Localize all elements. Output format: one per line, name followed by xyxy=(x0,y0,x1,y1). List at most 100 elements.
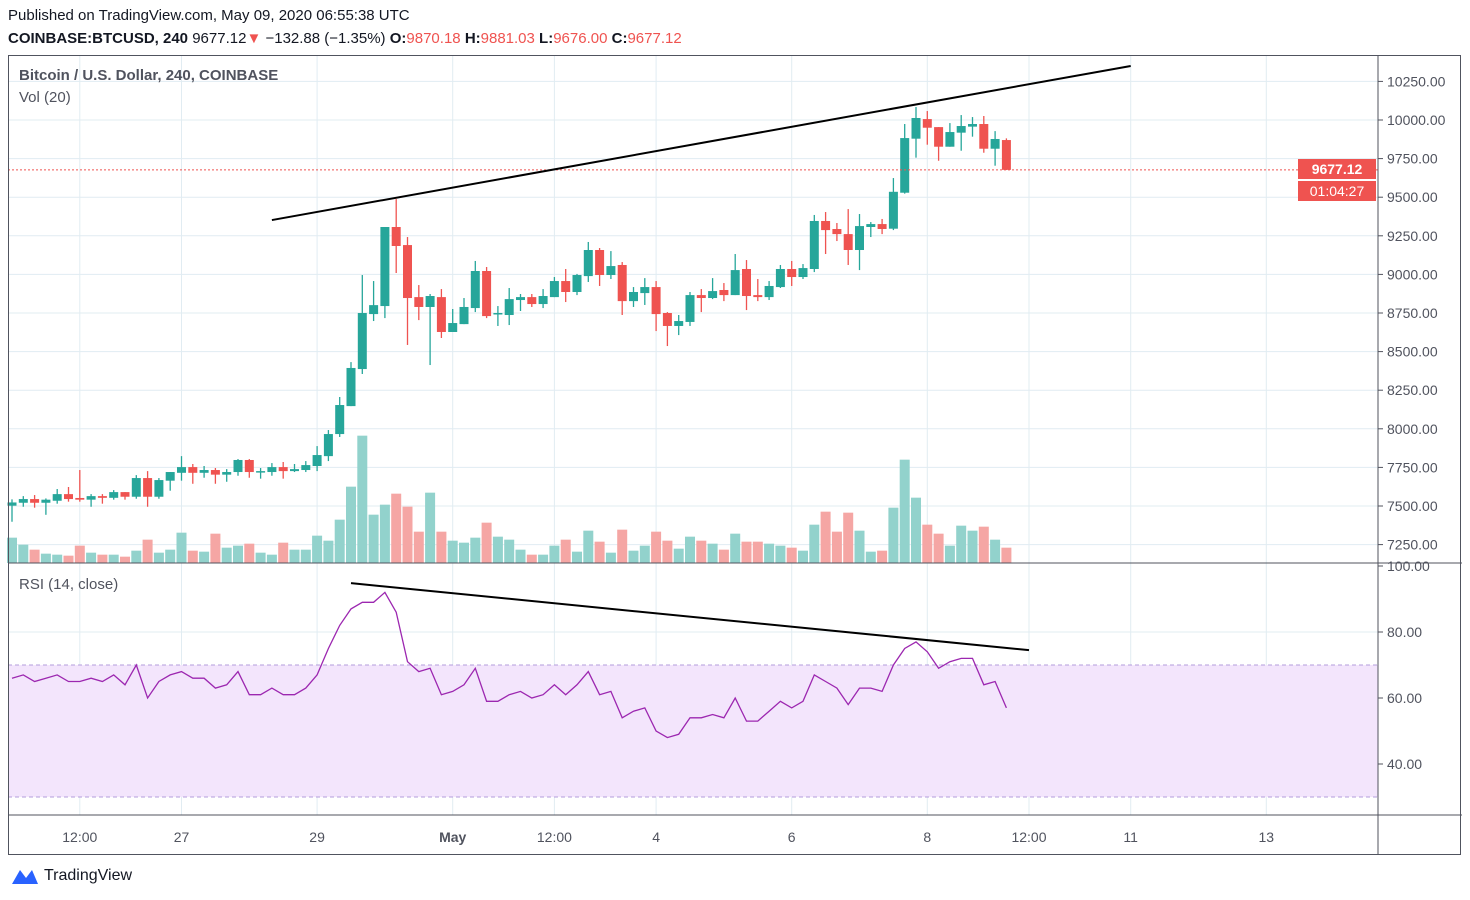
volume-bar xyxy=(538,554,549,563)
candle xyxy=(482,266,492,319)
candle-body xyxy=(968,124,977,127)
candle xyxy=(516,294,525,311)
candle xyxy=(459,298,469,325)
time-tick-label: May xyxy=(439,829,466,845)
brand-name: TradingView xyxy=(44,867,133,884)
price-tick-label: 9250.00 xyxy=(1387,228,1438,244)
volume-bar xyxy=(707,543,718,563)
candle xyxy=(821,212,831,255)
price-tick-label: 8250.00 xyxy=(1387,382,1438,398)
candle xyxy=(323,430,333,462)
candle-body xyxy=(75,497,85,500)
candle-body xyxy=(855,226,864,251)
candle-body xyxy=(1001,140,1011,170)
candle xyxy=(369,281,379,322)
volume-bar xyxy=(718,549,729,563)
volume-bar xyxy=(560,539,571,563)
rsi-trendline[interactable] xyxy=(350,582,1030,652)
candle-body xyxy=(798,268,808,278)
tradingview-logo[interactable]: TradingView xyxy=(10,866,132,886)
candle xyxy=(719,283,729,302)
candle xyxy=(809,214,819,273)
candle-body xyxy=(120,492,130,497)
volume-bar xyxy=(459,542,469,563)
open-value: 9870.18 xyxy=(406,30,461,47)
candle-body xyxy=(877,224,887,230)
volume-bar xyxy=(741,541,752,563)
last-price: 9677.12 xyxy=(192,30,247,47)
volume-bar xyxy=(504,539,515,563)
volume-bar xyxy=(7,537,17,563)
candle xyxy=(934,127,944,161)
candle-body xyxy=(41,499,51,503)
candle xyxy=(18,496,28,507)
candle xyxy=(357,275,367,374)
candle-body xyxy=(708,291,718,299)
bar-countdown: 01:04:27 xyxy=(1298,181,1376,201)
volume-bar xyxy=(617,529,628,563)
candle xyxy=(990,131,1000,166)
candle-body xyxy=(561,281,571,293)
price-trendline[interactable] xyxy=(271,64,1131,222)
time-tick-label: 6 xyxy=(788,829,796,845)
low-label: L: xyxy=(539,30,554,47)
volume-bar xyxy=(583,530,594,563)
volume-bar xyxy=(899,459,910,563)
candle-body xyxy=(233,459,243,473)
candle xyxy=(640,278,650,305)
time-tick-label: 27 xyxy=(174,829,190,845)
close-label: C: xyxy=(611,30,628,47)
chart-frame xyxy=(8,55,1461,855)
candle-body xyxy=(696,295,706,299)
candle xyxy=(403,237,412,345)
volume-bar xyxy=(854,530,865,563)
candle xyxy=(877,218,887,235)
candle xyxy=(595,247,605,286)
candle xyxy=(549,277,559,298)
open-label: O: xyxy=(389,30,407,47)
candle-body xyxy=(459,306,469,325)
volume-bar xyxy=(831,531,842,563)
candle-body xyxy=(719,289,729,296)
candle-body xyxy=(922,119,932,128)
volume-bar xyxy=(29,549,40,563)
volume-bar xyxy=(673,548,684,563)
candle xyxy=(708,278,718,300)
volume-bar xyxy=(865,551,876,563)
volume-bar xyxy=(1001,547,1012,563)
candle-body xyxy=(143,478,153,497)
candle-body xyxy=(911,117,921,139)
candle-body xyxy=(583,250,593,277)
candle-body xyxy=(685,295,695,322)
volume-bar xyxy=(165,549,176,563)
candle-body xyxy=(843,234,853,251)
candle-body xyxy=(651,287,661,315)
price-tick-label: 9500.00 xyxy=(1387,189,1438,205)
candle xyxy=(787,260,797,286)
price-tick-label: 10250.00 xyxy=(1387,73,1446,89)
candle xyxy=(188,464,198,484)
candle-body xyxy=(674,321,684,326)
candle xyxy=(391,199,401,274)
close-value: 9677.12 xyxy=(627,30,682,47)
tradingview-logo-icon xyxy=(12,870,38,884)
candle-body xyxy=(369,305,379,315)
candle xyxy=(52,489,62,504)
volume-bar xyxy=(978,526,989,563)
candle-body xyxy=(244,459,254,473)
candle-body xyxy=(97,496,107,498)
candle-body xyxy=(52,494,62,501)
volume-bar xyxy=(199,551,210,563)
volume-bar xyxy=(391,493,402,563)
candle-body xyxy=(312,455,322,467)
rsi-legend: RSI (14, close) xyxy=(19,576,119,593)
candle-body xyxy=(380,226,390,307)
candle xyxy=(674,315,684,336)
candle xyxy=(900,124,910,194)
candle xyxy=(832,222,842,242)
candle xyxy=(75,470,85,502)
candle-body xyxy=(809,220,819,269)
drawings xyxy=(8,64,1378,739)
volume-bar xyxy=(651,531,662,563)
